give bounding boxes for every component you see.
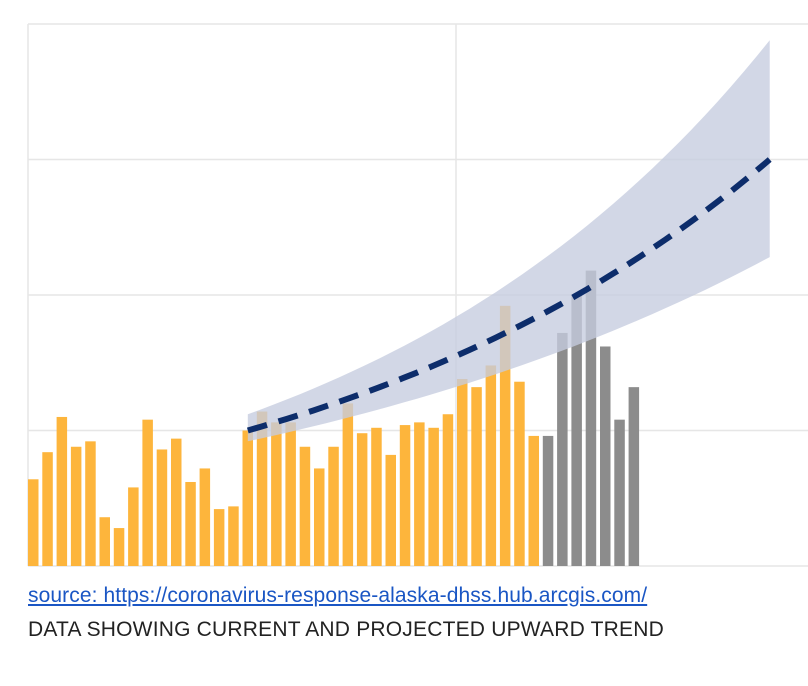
current-bar (399, 425, 411, 566)
current-bar (371, 427, 382, 566)
recent-bar (628, 387, 640, 566)
current-bar (471, 387, 482, 566)
current-bar (128, 487, 139, 566)
recent-bar (614, 419, 625, 566)
caption: DATA SHOWING CURRENT AND PROJECTED UPWAR… (28, 618, 664, 641)
source-link[interactable]: source: https://coronavirus-response-ala… (28, 584, 648, 607)
current-bar (156, 449, 168, 566)
current-bar (342, 403, 354, 566)
current-bar (171, 438, 182, 566)
current-bar (385, 454, 396, 566)
current-bar (499, 305, 511, 566)
current-bar (414, 422, 425, 566)
current-bar (528, 435, 539, 566)
recent-bar (600, 346, 611, 566)
recent-bar (542, 435, 554, 566)
chart-area (27, 23, 808, 567)
current-bar (56, 416, 68, 566)
current-bar (85, 441, 96, 566)
current-bar (213, 509, 225, 566)
current-bar (70, 446, 82, 566)
current-bar (299, 446, 311, 566)
current-bar (42, 452, 53, 566)
recent-bar (585, 270, 597, 566)
current-bar (328, 446, 339, 566)
current-bar (228, 506, 239, 566)
recent-bar (571, 295, 582, 566)
current-bar (457, 379, 468, 566)
bar-series (28, 270, 640, 566)
projection-trend (246, 40, 772, 442)
current-bar (242, 430, 253, 566)
current-bar (142, 419, 153, 566)
current-bar (185, 481, 196, 566)
current-bar (442, 414, 454, 566)
grid-lines (27, 23, 808, 567)
current-bar (428, 427, 439, 566)
current-bar (199, 468, 211, 566)
current-bar (99, 517, 110, 566)
current-bar (113, 528, 125, 566)
current-bar (271, 422, 282, 566)
current-bar (356, 433, 368, 566)
current-bar (314, 468, 325, 566)
current-bar (514, 381, 525, 566)
current-bar (256, 411, 268, 566)
recent-bar (557, 332, 568, 566)
current-bar (285, 422, 296, 566)
current-bar (28, 479, 39, 566)
trend-line (246, 157, 772, 434)
current-bar (485, 365, 497, 566)
